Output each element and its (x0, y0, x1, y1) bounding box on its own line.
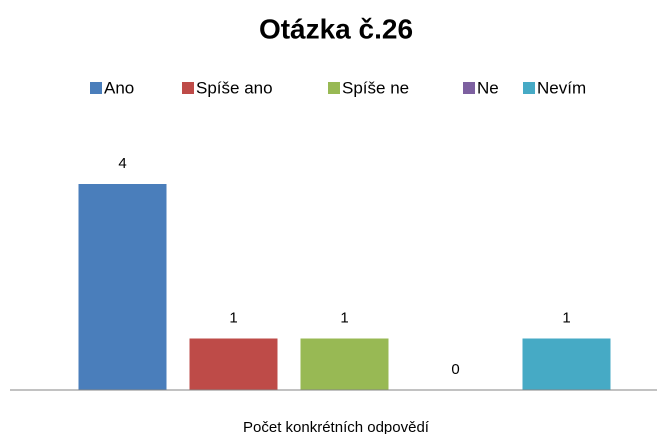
legend-label: Ano (104, 78, 134, 97)
legend-label: Ne (477, 78, 499, 97)
bar (522, 338, 611, 390)
legend-swatch (463, 82, 475, 94)
data-label: 1 (340, 309, 348, 326)
bar (78, 184, 167, 390)
bar (300, 338, 389, 390)
data-label: 1 (229, 309, 237, 326)
legend-label: Spíše ano (196, 78, 273, 97)
legend-label: Spíše ne (342, 78, 409, 97)
data-label: 0 (451, 361, 459, 378)
legend-swatch (523, 82, 535, 94)
data-label: 1 (562, 309, 570, 326)
legend-swatch (182, 82, 194, 94)
data-label: 4 (118, 155, 126, 172)
chart-title: Otázka č.26 (259, 13, 413, 44)
legend-swatch (90, 82, 102, 94)
legend-swatch (328, 82, 340, 94)
bar (189, 338, 278, 390)
legend-label: Nevím (537, 78, 586, 97)
x-tick-label: Počet konkrétních odpovědí (243, 419, 430, 434)
